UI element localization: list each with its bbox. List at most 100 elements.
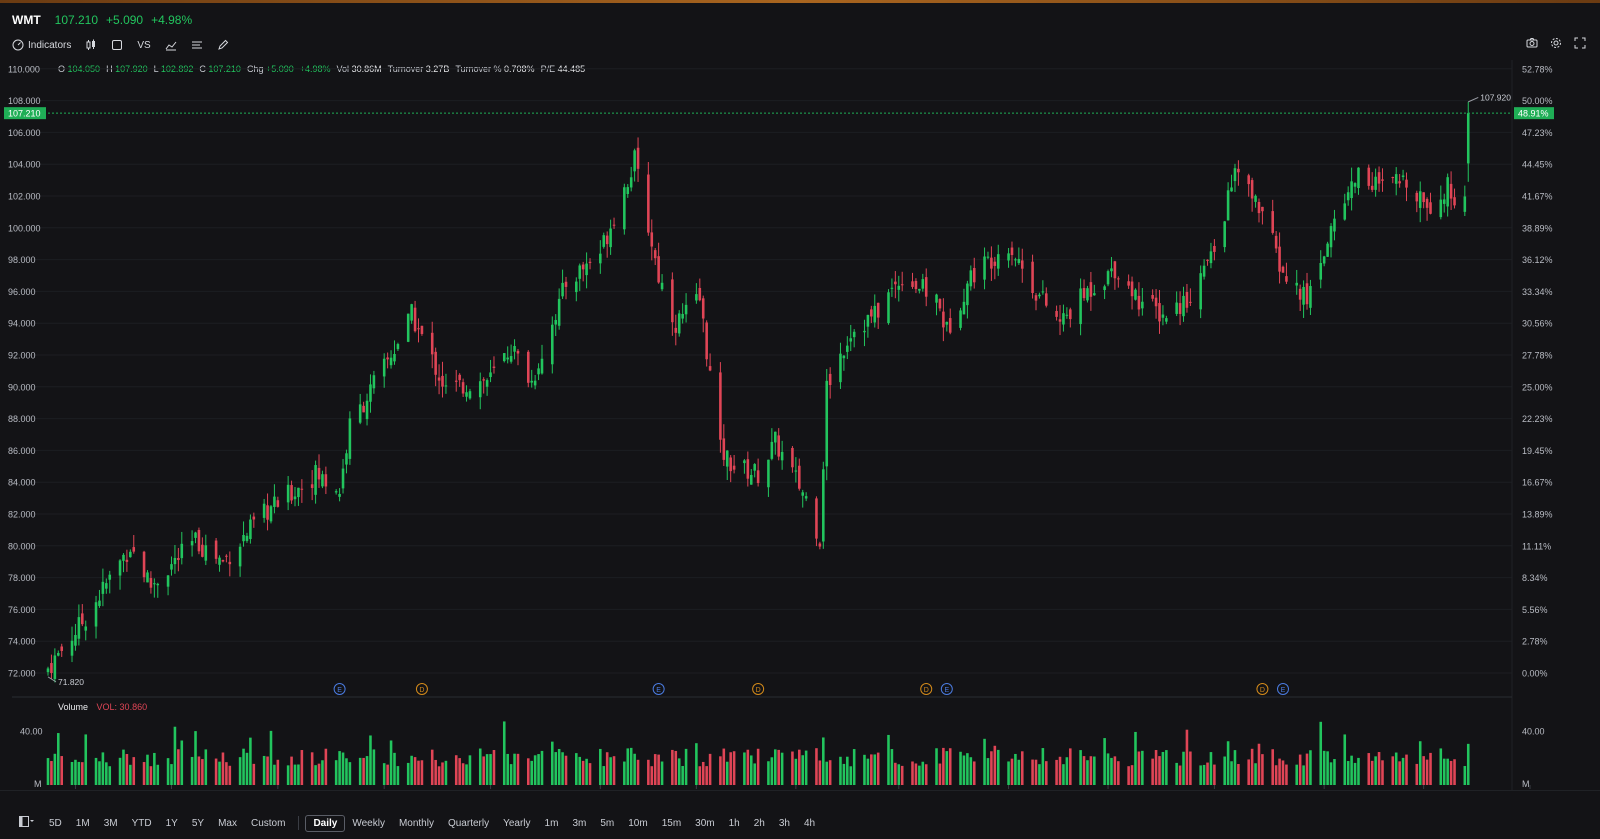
- volume-bar: [1151, 758, 1154, 785]
- range-5d[interactable]: 5D: [49, 817, 62, 829]
- volume-bar: [828, 760, 832, 785]
- gear-icon[interactable]: [1550, 37, 1562, 49]
- period-4h[interactable]: 4h: [803, 817, 816, 829]
- period-30m[interactable]: 30m: [695, 817, 715, 829]
- period-3m[interactable]: 3m: [572, 817, 587, 829]
- candle-body: [434, 351, 437, 375]
- compare-button[interactable]: VS: [137, 40, 150, 51]
- candle-body: [413, 307, 417, 332]
- camera-icon[interactable]: [1526, 37, 1538, 49]
- candle-body: [345, 453, 348, 465]
- panel-icon: [19, 816, 34, 827]
- volume-bar: [441, 762, 444, 785]
- period-monthly[interactable]: Monthly: [398, 817, 434, 829]
- volume-bar: [417, 760, 420, 785]
- candle-body: [1020, 260, 1024, 269]
- candle-body: [966, 283, 969, 306]
- range-5y[interactable]: 5Y: [191, 817, 205, 829]
- range-1y[interactable]: 1Y: [165, 817, 178, 829]
- period-daily[interactable]: Daily: [305, 814, 346, 832]
- drawing-button[interactable]: [217, 39, 229, 51]
- candle-body: [818, 543, 822, 547]
- volume-bar: [1010, 758, 1014, 785]
- candle-body: [321, 474, 324, 487]
- candle-body: [588, 261, 592, 263]
- range-ytd[interactable]: YTD: [131, 817, 152, 829]
- volume-bar: [1278, 758, 1281, 785]
- candle-type-button[interactable]: [85, 39, 97, 51]
- volume-bar: [1041, 748, 1045, 785]
- volume-bar: [94, 757, 98, 785]
- high-marker-line: [1468, 96, 1479, 103]
- candle-body: [1237, 168, 1240, 173]
- period-2h[interactable]: 2h: [753, 817, 765, 829]
- volume-bar: [1322, 750, 1326, 785]
- volume-bar: [314, 765, 317, 785]
- volume-bar: [623, 761, 626, 785]
- period-1h[interactable]: 1h: [728, 817, 740, 829]
- period-15m[interactable]: 15m: [661, 817, 682, 829]
- candle-body: [1062, 313, 1065, 325]
- volume-bar: [362, 757, 365, 785]
- template-button[interactable]: [191, 39, 203, 51]
- candle-body: [911, 281, 914, 287]
- period-5m[interactable]: 5m: [600, 817, 615, 829]
- candle-body: [57, 653, 60, 656]
- period-1m[interactable]: 1m: [544, 817, 559, 829]
- range-max[interactable]: Max: [218, 817, 237, 829]
- period-yearly[interactable]: Yearly: [503, 817, 531, 829]
- volume-bar: [389, 740, 393, 785]
- volume-bar: [348, 762, 352, 785]
- candle-body: [1466, 113, 1470, 164]
- indicators-button[interactable]: Indicators: [12, 39, 71, 51]
- range-3m[interactable]: 3M: [103, 817, 118, 829]
- volume-bar: [108, 766, 112, 785]
- candle-body: [815, 498, 818, 539]
- candle-body: [396, 344, 400, 350]
- interval-separator: [298, 816, 300, 830]
- candle-body: [492, 366, 496, 368]
- volume-bar: [1161, 751, 1165, 785]
- event-marker-dividend: [1256, 683, 1269, 695]
- ticker-symbol[interactable]: WMT: [12, 13, 41, 27]
- candle-body: [1254, 195, 1257, 202]
- fullscreen-icon[interactable]: [1574, 37, 1586, 49]
- layout-button[interactable]: [111, 39, 123, 51]
- period-weekly[interactable]: Weekly: [352, 817, 385, 829]
- volume-bar: [1134, 731, 1137, 785]
- candle-body: [1034, 295, 1038, 301]
- period-3h[interactable]: 3h: [778, 817, 790, 829]
- candle-body: [1442, 199, 1446, 204]
- candle-body: [887, 292, 890, 324]
- range-1m[interactable]: 1M: [75, 817, 90, 829]
- volume-bar: [238, 757, 242, 785]
- volume-bar: [993, 745, 997, 785]
- price-tick-label: 102.000: [8, 192, 41, 202]
- candle-body: [1429, 202, 1432, 214]
- candle-body: [197, 529, 201, 552]
- period-10m[interactable]: 10m: [628, 817, 648, 829]
- candle-body: [636, 147, 640, 169]
- range-custom[interactable]: Custom: [250, 817, 286, 829]
- pct-tick-label: 5.56%: [1522, 605, 1548, 615]
- candle-body: [873, 305, 877, 323]
- volume-bar: [420, 760, 424, 785]
- price-chart[interactable]: 110.000 108.000 106.000 104.000 102.000 100.0…: [0, 0, 1600, 790]
- volume-bar: [1209, 752, 1213, 785]
- chart-style-button[interactable]: [165, 39, 177, 51]
- candle-body: [266, 505, 269, 520]
- period-quarterly[interactable]: Quarterly: [447, 817, 490, 829]
- candle-body: [108, 574, 112, 580]
- volume-bar: [492, 750, 496, 785]
- candle-body: [1453, 197, 1456, 206]
- volume-bar: [81, 762, 84, 785]
- volume-bar: [870, 754, 873, 785]
- volume-bar: [1329, 762, 1333, 785]
- candle-body: [1357, 167, 1360, 189]
- candle-body: [286, 484, 290, 503]
- layout-toggle[interactable]: [12, 814, 42, 832]
- volume-bar: [942, 747, 945, 785]
- pct-tick-label: 33.34%: [1522, 287, 1553, 297]
- last-price: 107.210: [54, 13, 99, 27]
- volume-bar: [749, 755, 753, 785]
